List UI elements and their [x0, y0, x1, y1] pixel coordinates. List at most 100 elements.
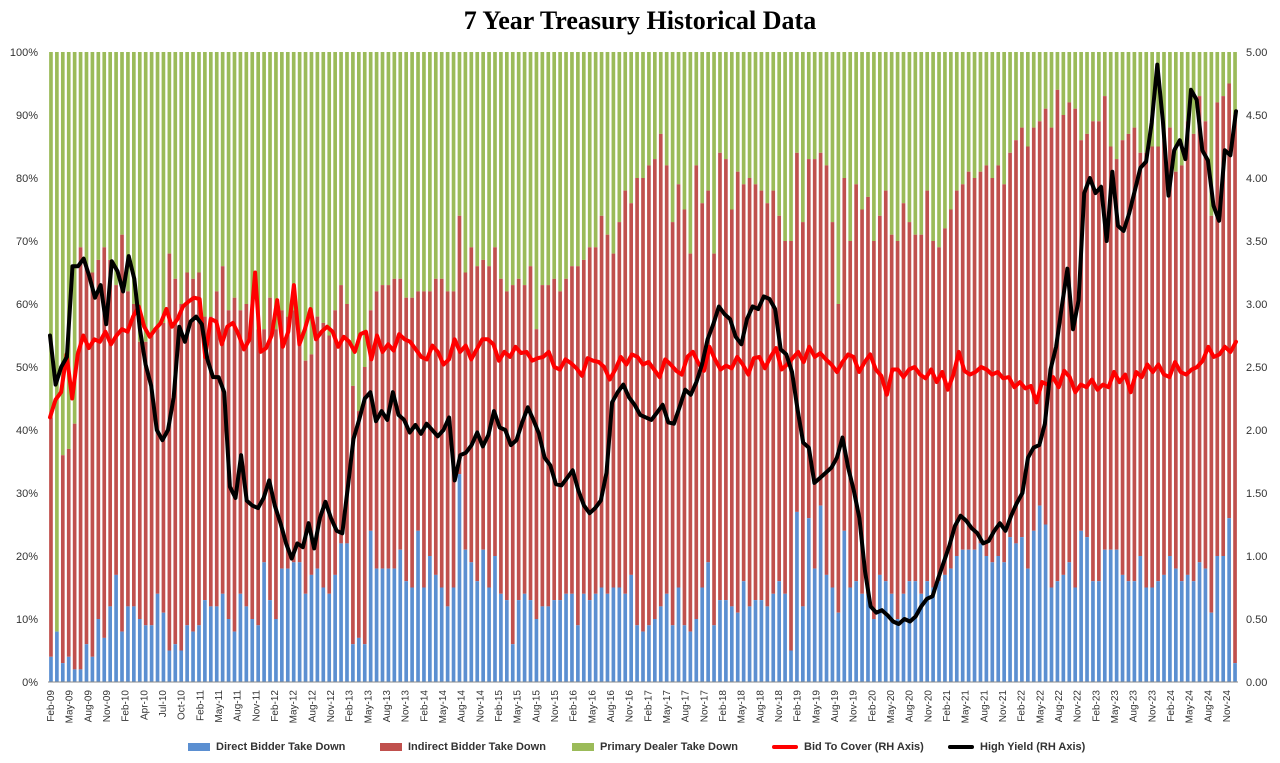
bar-primary-dealer [410, 52, 414, 298]
bar-primary-dealer [1197, 52, 1202, 97]
bar-direct-bidder [581, 593, 586, 682]
bar-indirect-bidder [1097, 121, 1101, 582]
bar-direct-bidder [1043, 524, 1048, 682]
x-tick-label: May-21 [961, 690, 972, 724]
bar-primary-dealer [960, 52, 965, 185]
bar-primary-dealer [1020, 52, 1024, 128]
bar-indirect-bidder [179, 304, 184, 651]
bar-indirect-bidder [795, 152, 799, 512]
x-tick-label: May-23 [1110, 690, 1121, 724]
bar-indirect-bidder [197, 272, 201, 626]
bar-indirect-bidder [90, 272, 95, 657]
bar-direct-bidder [753, 600, 758, 682]
bar-primary-dealer [901, 52, 906, 204]
legend-swatch-indirect [380, 743, 402, 751]
x-tick-label: Nov-19 [849, 690, 860, 723]
bar-direct-bidder [185, 625, 189, 682]
bar-direct-bidder [777, 581, 782, 682]
x-tick-label: Aug-15 [531, 690, 542, 723]
bar-direct-bidder [1085, 537, 1089, 682]
bid-to-cover-line [48, 270, 1238, 420]
bar-primary-dealer [587, 52, 592, 248]
bar-primary-dealer [469, 52, 474, 248]
bar-indirect-bidder [422, 291, 426, 588]
bar-primary-dealer [688, 52, 693, 254]
x-tick-label: Nov-12 [326, 690, 337, 723]
bar-primary-dealer [445, 52, 450, 292]
x-tick-label: May-13 [363, 690, 374, 724]
bar-primary-dealer [475, 52, 480, 267]
high-yield-line [48, 62, 1238, 626]
bar-indirect-bidder [132, 304, 136, 607]
bar-indirect-bidder [552, 278, 557, 601]
bar-primary-dealer [907, 52, 912, 223]
bar-direct-bidder [380, 568, 385, 682]
bar-indirect-bidder [990, 178, 995, 563]
bar-direct-bidder [806, 518, 811, 682]
bar-indirect-bidder [842, 178, 847, 531]
bar-direct-bidder [860, 593, 864, 682]
bar-indirect-bidder [747, 178, 752, 607]
bar-primary-dealer [457, 52, 462, 216]
bar-direct-bidder [937, 581, 941, 682]
bar-direct-bidder [830, 587, 835, 682]
x-tick-label: Aug-22 [1054, 690, 1065, 723]
bar-indirect-bidder [321, 322, 326, 588]
bar-direct-bidder [1079, 530, 1083, 682]
bar-primary-dealer [1055, 52, 1060, 90]
bar-direct-bidder [712, 625, 716, 682]
bar-indirect-bidder [191, 278, 195, 632]
bar-indirect-bidder [49, 417, 53, 657]
bar-direct-bidder [297, 562, 302, 682]
bar-primary-dealer [422, 52, 426, 292]
bar-primary-dealer [635, 52, 639, 178]
bar-direct-bidder [55, 631, 59, 682]
bar-indirect-bidder [581, 259, 586, 594]
bar-primary-dealer [735, 52, 740, 172]
bar-indirect-bidder [1168, 127, 1172, 556]
legend-item-direct: Direct Bidder Take Down [188, 738, 345, 756]
x-tick-label: Feb-13 [345, 690, 356, 722]
bar-indirect-bidder [570, 266, 574, 594]
bar-primary-dealer [676, 52, 681, 185]
bar-indirect-bidder [534, 329, 539, 619]
legend-label-indirect: Indirect Bidder Take Down [408, 741, 546, 753]
bar-primary-dealer [895, 52, 900, 241]
x-tick-label: Aug-09 [83, 690, 94, 723]
right-tick-label: 2.00 [1246, 425, 1267, 437]
bar-indirect-bidder [653, 159, 657, 619]
bar-primary-dealer [1049, 52, 1054, 128]
bar-indirect-bidder [345, 304, 349, 544]
bar-primary-dealer [351, 52, 355, 386]
bar-direct-bidder [617, 587, 622, 682]
bar-direct-bidder [60, 663, 65, 682]
bar-direct-bidder [179, 650, 184, 682]
bar-primary-dealer [937, 52, 941, 248]
bar-indirect-bidder [60, 455, 65, 664]
bar-primary-dealer [534, 52, 539, 330]
bar-indirect-bidder [925, 190, 930, 582]
bar-primary-dealer [872, 52, 876, 241]
bar-indirect-bidder [872, 241, 876, 619]
bar-primary-dealer [564, 52, 568, 279]
bar-primary-dealer [487, 52, 491, 267]
x-tick-label: Nov-24 [1222, 690, 1233, 723]
bar-indirect-bidder [445, 291, 450, 607]
legend-item-indirect: Indirect Bidder Take Down [380, 738, 546, 756]
bar-primary-dealer [149, 52, 154, 336]
bar-direct-bidder [1203, 568, 1208, 682]
bar-primary-dealer [339, 52, 343, 286]
bar-direct-bidder [605, 593, 610, 682]
bar-indirect-bidder [1102, 96, 1107, 550]
bar-indirect-bidder [996, 165, 1001, 556]
right-tick-label: 0.00 [1246, 677, 1267, 689]
bar-primary-dealer [1203, 52, 1208, 122]
bar-primary-dealer [1008, 52, 1012, 153]
bar-indirect-bidder [682, 209, 687, 626]
bar-primary-dealer [55, 52, 59, 632]
bar-indirect-bidder [1233, 115, 1237, 664]
bar-indirect-bidder [451, 291, 456, 588]
bar-primary-dealer [516, 52, 521, 279]
bar-indirect-bidder [522, 285, 527, 594]
bar-primary-dealer [1185, 52, 1190, 122]
